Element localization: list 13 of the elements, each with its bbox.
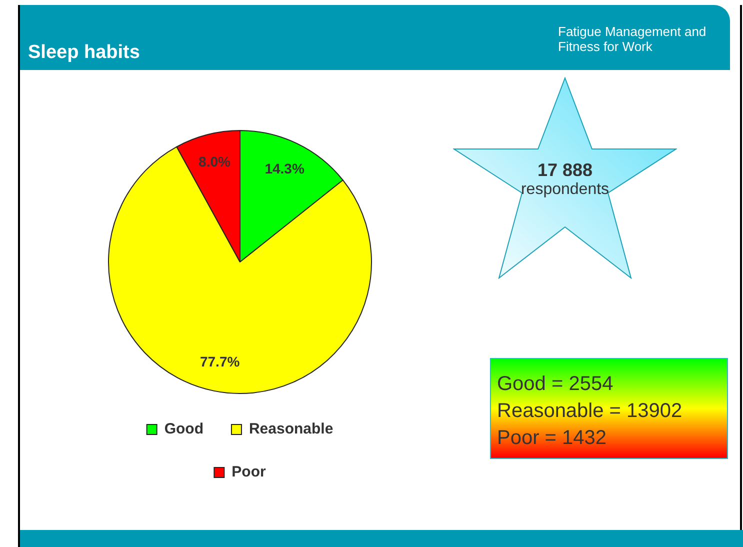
legend-label: Poor xyxy=(232,464,266,481)
data-label: 77.7% xyxy=(200,353,240,370)
chart-title: Sleep habits xyxy=(28,42,140,64)
text: Fatigue Management and Fitness for Work xyxy=(558,24,708,54)
text: Good = 2554 xyxy=(497,372,614,397)
text: respondents xyxy=(520,181,610,199)
text: Reasonable = 13902 xyxy=(497,399,684,424)
text: 17 888 xyxy=(536,160,594,181)
data-label: 8.0% xyxy=(198,154,231,170)
legend-label: Reasonable xyxy=(248,420,334,438)
text: Poor = 1432 xyxy=(497,426,608,451)
data-label: 14.3% xyxy=(264,160,305,176)
legend-label: Good xyxy=(164,420,204,438)
